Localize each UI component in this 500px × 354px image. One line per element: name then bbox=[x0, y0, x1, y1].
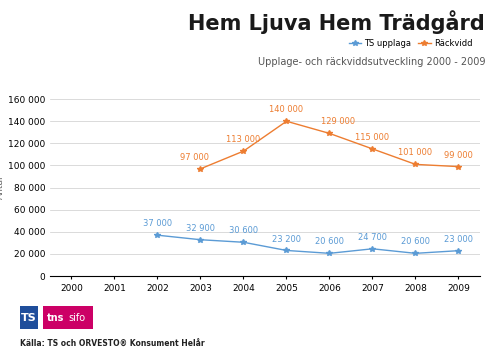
Text: Hem Ljuva Hem Trädgård: Hem Ljuva Hem Trädgård bbox=[188, 11, 485, 34]
Legend: TS upplaga, Räckvidd: TS upplaga, Räckvidd bbox=[346, 36, 476, 52]
Text: 30 600: 30 600 bbox=[229, 226, 258, 235]
Text: Källa: TS och ORVESTO® Konsument Helår: Källa: TS och ORVESTO® Konsument Helår bbox=[20, 340, 204, 349]
Text: 113 000: 113 000 bbox=[226, 135, 260, 144]
Text: 97 000: 97 000 bbox=[180, 153, 210, 162]
Y-axis label: Antal: Antal bbox=[0, 176, 5, 199]
Text: Upplage- och räckviddsutveckling 2000 - 2009: Upplage- och räckviddsutveckling 2000 - … bbox=[258, 57, 485, 67]
Text: 23 000: 23 000 bbox=[444, 235, 473, 244]
Text: 24 700: 24 700 bbox=[358, 233, 387, 242]
Text: sifo: sifo bbox=[68, 313, 86, 323]
Text: 32 900: 32 900 bbox=[186, 224, 215, 233]
Text: 99 000: 99 000 bbox=[444, 151, 473, 160]
Text: TS: TS bbox=[21, 313, 36, 323]
Text: 20 600: 20 600 bbox=[401, 238, 430, 246]
Text: 101 000: 101 000 bbox=[398, 148, 432, 158]
Text: 37 000: 37 000 bbox=[143, 219, 172, 228]
Text: 129 000: 129 000 bbox=[321, 118, 355, 126]
Text: 23 200: 23 200 bbox=[272, 234, 301, 244]
Text: 140 000: 140 000 bbox=[270, 105, 304, 114]
Text: 115 000: 115 000 bbox=[356, 133, 390, 142]
Text: 20 600: 20 600 bbox=[315, 238, 344, 246]
Text: tns: tns bbox=[46, 313, 64, 323]
